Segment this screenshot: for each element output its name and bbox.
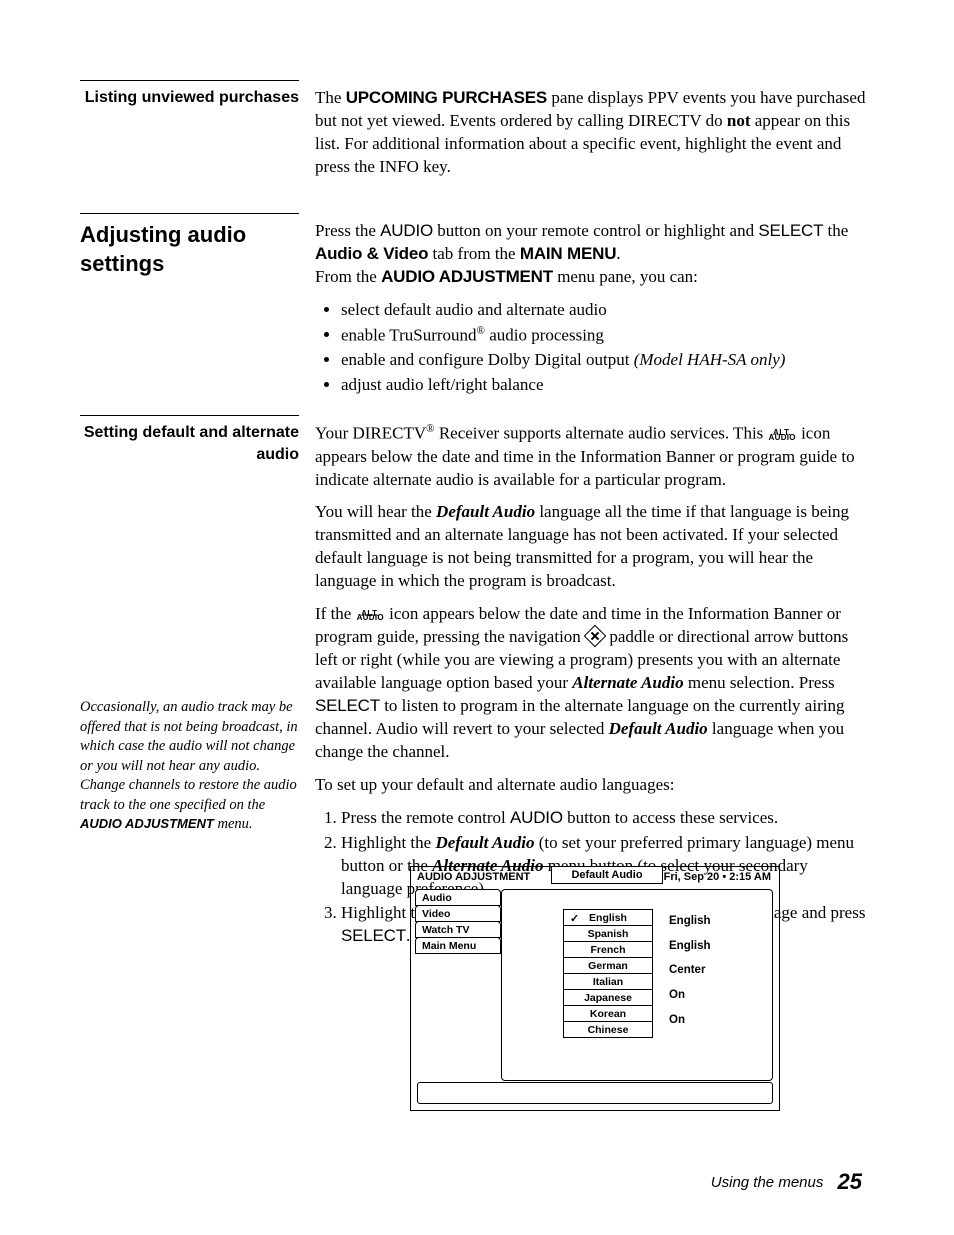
- page-footer: Using the menus 25: [711, 1169, 862, 1195]
- menu-language-list: ✓English Spanish French German Italian J…: [563, 909, 653, 1038]
- alt-audio-icon: ALT.AUDIO: [768, 431, 797, 440]
- value-center: Center: [669, 958, 711, 983]
- rule-above-setting-default: [80, 415, 299, 416]
- menu-lang-english[interactable]: ✓English: [564, 910, 652, 926]
- menu-tab-audio[interactable]: Audio: [415, 889, 501, 906]
- bullet-default-audio: select default audio and alternate audio: [341, 299, 869, 322]
- menu-lang-spanish[interactable]: Spanish: [564, 926, 652, 942]
- menu-footer-bar: [417, 1082, 773, 1104]
- body-listing-unviewed: The UPCOMING PURCHASES pane displays PPV…: [315, 87, 869, 189]
- menu-lang-german[interactable]: German: [564, 958, 652, 974]
- para-listing-unviewed: The UPCOMING PURCHASES pane displays PPV…: [315, 87, 869, 179]
- footer-page-number: 25: [838, 1169, 862, 1194]
- section-listing-unviewed: Listing unviewed purchases The UPCOMING …: [80, 87, 869, 189]
- value-english-2: English: [669, 934, 711, 959]
- heading-adjusting-audio: Adjusting audio settings: [80, 220, 315, 279]
- menu-lang-italian[interactable]: Italian: [564, 974, 652, 990]
- menu-lang-chinese[interactable]: Chinese: [564, 1022, 652, 1037]
- menu-popup-label: Default Audio: [551, 866, 663, 884]
- menu-tabs: Audio Video Watch TV Main Menu: [415, 889, 501, 953]
- label-setting-default: Setting default and alternate audio: [80, 422, 315, 465]
- section-adjusting-audio: Adjusting audio settings Press the AUDIO…: [80, 220, 869, 409]
- margin-note-audio-track: Occasionally, an audio track may be offe…: [80, 698, 305, 835]
- value-on-1: On: [669, 983, 711, 1008]
- para-directv-receiver: Your DIRECTV® Receiver supports alternat…: [315, 422, 869, 491]
- nav-paddle-icon: [584, 625, 607, 648]
- figure-audio-adjustment-menu: AUDIO ADJUSTMENT Fri, Sep 20 • 2:15 AM A…: [410, 866, 780, 1111]
- para-if-icon-appears: If the ALT.AUDIO icon appears below the …: [315, 603, 869, 764]
- alt-audio-icon: ALT.AUDIO: [356, 612, 385, 621]
- step-1: Press the remote control AUDIO button to…: [341, 807, 869, 830]
- menu-lang-korean[interactable]: Korean: [564, 1006, 652, 1022]
- menu-datetime: Fri, Sep 20 • 2:15 AM: [664, 871, 771, 883]
- bullets-audio-adjustment: select default audio and alternate audio…: [315, 299, 869, 397]
- menu-tab-watch-tv[interactable]: Watch TV: [415, 921, 501, 938]
- para-press-audio: Press the AUDIO button on your remote co…: [315, 220, 869, 289]
- menu-lang-japanese[interactable]: Japanese: [564, 990, 652, 1006]
- menu-tab-main[interactable]: Main Menu: [415, 937, 501, 954]
- footer-label: Using the menus: [711, 1174, 824, 1191]
- para-default-audio-hear: You will hear the Default Audio language…: [315, 501, 869, 593]
- rule-above-listing: [80, 80, 299, 81]
- menu-right-values: English English Center On On: [669, 909, 711, 1033]
- document-page: Listing unviewed purchases The UPCOMING …: [0, 0, 954, 1235]
- para-setup-intro: To set up your default and alternate aud…: [315, 774, 869, 797]
- bullet-trusurround: enable TruSurround® audio processing: [341, 324, 869, 348]
- label-listing-unviewed: Listing unviewed purchases: [80, 87, 315, 109]
- menu-tab-video[interactable]: Video: [415, 905, 501, 922]
- menu-lang-french[interactable]: French: [564, 942, 652, 958]
- bullet-dolby: enable and configure Dolby Digital outpu…: [341, 349, 869, 372]
- bullet-balance: adjust audio left/right balance: [341, 374, 869, 397]
- rule-above-adjusting: [80, 213, 299, 214]
- body-adjusting-audio: Press the AUDIO button on your remote co…: [315, 220, 869, 409]
- value-on-2: On: [669, 1008, 711, 1033]
- check-icon: ✓: [570, 912, 579, 925]
- value-english-1: English: [669, 909, 711, 934]
- menu-title: AUDIO ADJUSTMENT: [417, 871, 530, 883]
